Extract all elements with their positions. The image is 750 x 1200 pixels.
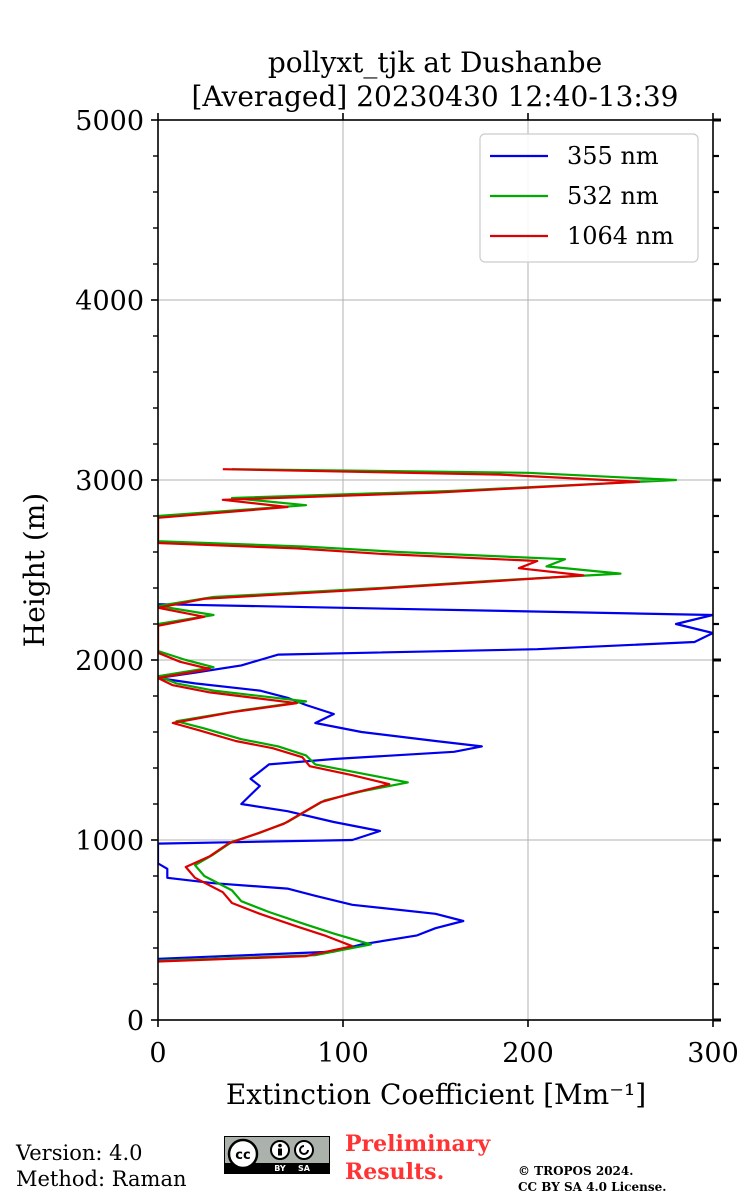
series-line-355-nm (158, 603, 713, 960)
x-tick-label: 0 (149, 1038, 166, 1069)
y-axis-label: Height (m) (18, 493, 51, 647)
y-tick-label: 4000 (75, 286, 144, 317)
y-tick-label: 5000 (75, 106, 144, 137)
copyright-line1: © TROPOS 2024. (518, 1164, 634, 1178)
x-tick-label: 100 (317, 1038, 369, 1069)
svg-text:cc: cc (235, 1148, 250, 1163)
method-text: Method: Raman (16, 1167, 187, 1191)
chart-title-line2: [Averaged] 20230430 12:40-13:39 (192, 80, 679, 113)
share-alike-icon (294, 1140, 314, 1160)
svg-text:SA: SA (298, 1164, 311, 1173)
preliminary-results-notice: Preliminary Results. (345, 1130, 490, 1186)
legend-label-1064: 1064 nm (567, 222, 674, 250)
copyright-notice: © TROPOS 2024. CC BY SA 4.0 License. (518, 1163, 666, 1195)
preliminary-line1: Preliminary (345, 1131, 491, 1157)
series-lines (158, 468, 713, 963)
legend: 355 nm 532 nm 1064 nm (479, 133, 699, 263)
y-tick-label: 0 (127, 1006, 144, 1037)
svg-text:BY: BY (274, 1164, 286, 1173)
x-tick-label: 200 (502, 1038, 554, 1069)
series-line-532-nm (158, 468, 678, 962)
plot-frame (157, 119, 714, 1021)
copyright-line2: CC BY SA 4.0 License. (518, 1180, 667, 1194)
x-axis-label: Extinction Coefficient [Mm⁻¹] (226, 1078, 646, 1111)
x-tick-label: 300 (687, 1038, 739, 1069)
cc-icon (227, 1138, 259, 1170)
series-line-1064-nm (158, 468, 641, 963)
legend-box (479, 133, 699, 263)
cc-by-sa-license-icon: cc BY SA (224, 1136, 330, 1174)
legend-label-355: 355 nm (567, 142, 659, 170)
ticks (151, 113, 721, 1027)
y-tick-label: 3000 (75, 466, 144, 497)
preliminary-line2: Results. (345, 1159, 445, 1185)
y-tick-label: 1000 (75, 826, 144, 857)
y-tick-label: 2000 (75, 646, 144, 677)
legend-label-532: 532 nm (567, 182, 659, 210)
version-text: Version: 4.0 (16, 1141, 143, 1165)
chart-title-line1: pollyxt_tjk at Dushanbe (268, 46, 602, 79)
